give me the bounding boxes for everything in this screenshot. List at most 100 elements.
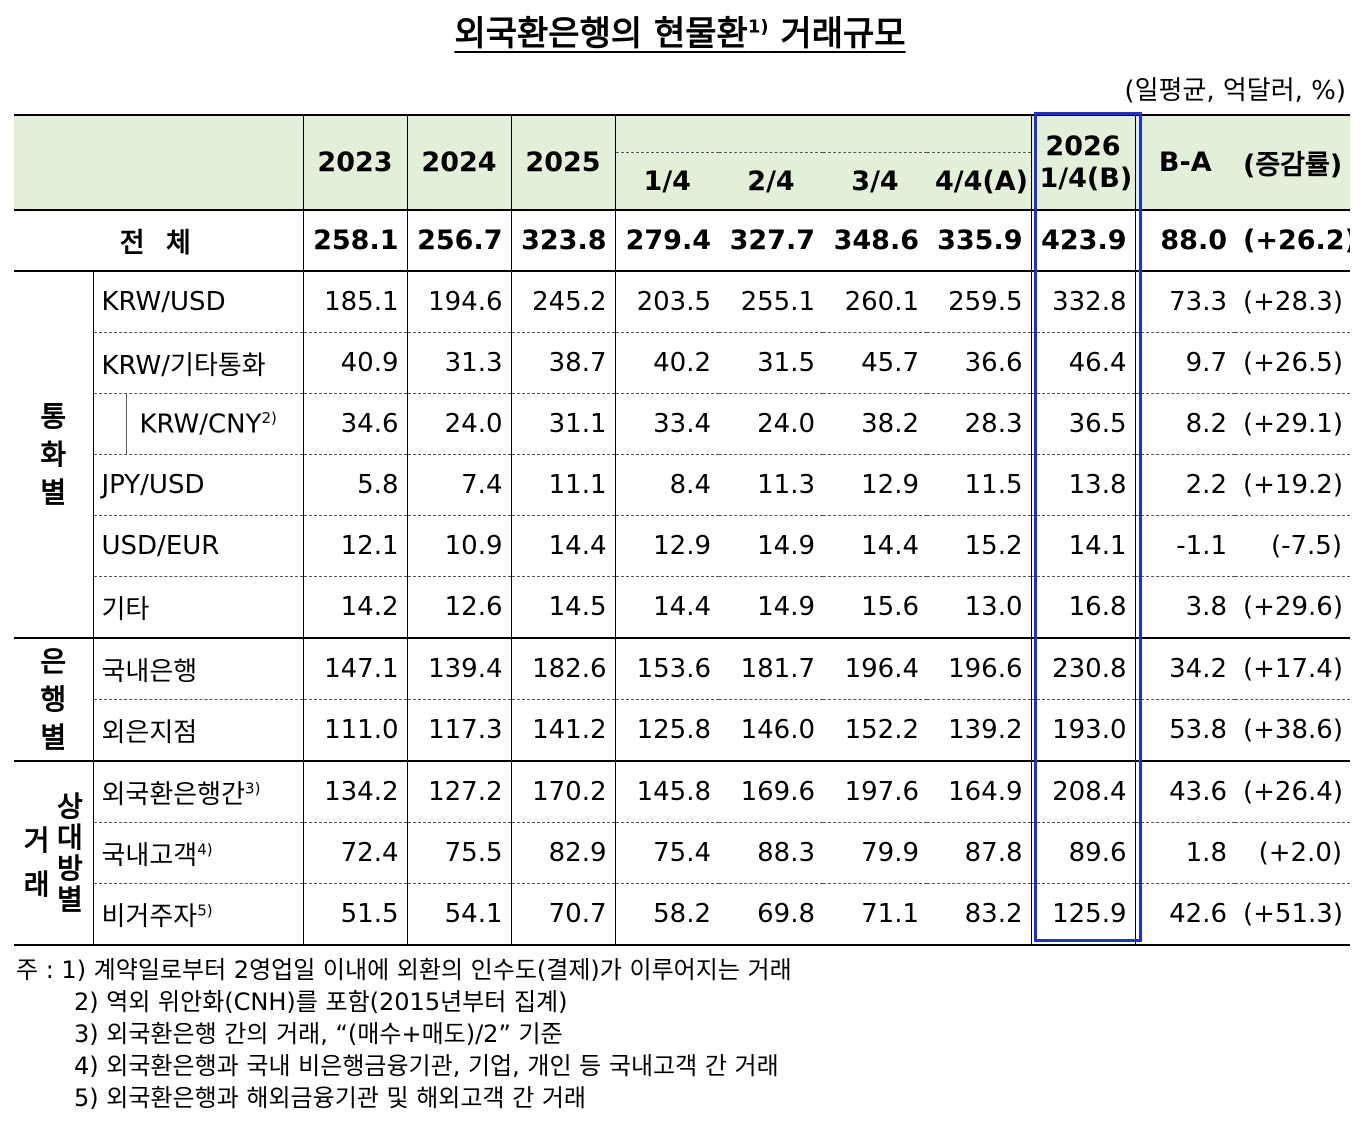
- value-cell: 34.6: [302, 393, 407, 455]
- header-2024: 2024: [406, 115, 511, 210]
- value-cell: 260.1: [823, 270, 927, 333]
- total-value: 258.1: [302, 209, 407, 271]
- table-row: 국내고객4) 72.4 75.5 82.9 75.4 88.3 79.9 87.8 89.6 1.…: [14, 822, 1350, 884]
- footnote-mark: 3): [245, 778, 261, 797]
- value-cell: 82.9: [510, 822, 615, 884]
- table-row: JPY/USD 5.8 7.4 11.1 8.4 11.3 12.9 11.5 13.8 2.2(…: [14, 454, 1350, 516]
- value-cell: 194.6: [406, 270, 511, 333]
- fx-spot-table: 2023 2024 2025 2026 1/4(B) B-A (증감률) 1/4…: [14, 114, 1350, 946]
- total-value: 327.7: [719, 209, 823, 271]
- value-cell: 42.6: [1134, 883, 1235, 946]
- table-row: 거래 상대방별 외국환은행간3) 134.2 127.2 170.2 145.8 169.6 1…: [14, 760, 1350, 946]
- value-cell: 14.4: [510, 515, 615, 577]
- value-cell: 3.8: [1134, 576, 1235, 638]
- value-cell: 28.3: [927, 393, 1031, 455]
- total-value: 256.7: [406, 209, 511, 271]
- value-cell: 11.1: [510, 454, 615, 516]
- header-q2: 2/4: [719, 152, 823, 210]
- value-cell: 87.8: [927, 822, 1031, 884]
- header-2023: 2023: [302, 115, 407, 210]
- table-row: 비거주자5) 51.5 54.1 70.7 58.2 69.8 71.1 83.2 125.9 4…: [14, 883, 1350, 946]
- row-label-text: JPY/USD: [101, 470, 205, 500]
- header-quarter-group: [614, 115, 1031, 153]
- title-text: 외국환은행의 현물환1) 거래규모: [454, 14, 906, 54]
- header-ba: B-A: [1134, 115, 1235, 210]
- value-cell: 203.5: [614, 270, 719, 333]
- group-bank: 은행별: [14, 637, 93, 761]
- table-row: 통화별 KRW/USD 185.1 194.6 245.2 203.5 255.1 260.1…: [14, 270, 1350, 638]
- table-row: 외은지점 111.0 117.3 141.2 125.8 146.0 152.2 139.2 1…: [14, 699, 1350, 761]
- change-rate-cell: (+29.6): [1235, 576, 1350, 638]
- header-2026: 2026 1/4(B): [1030, 115, 1135, 210]
- change-rate-cell: (+38.6): [1235, 699, 1350, 761]
- value-cell: 230.8: [1030, 637, 1135, 700]
- value-cell: 33.4: [614, 393, 719, 455]
- value-cell: 169.6: [719, 760, 823, 823]
- total-value: (+26.2): [1235, 209, 1350, 271]
- value-cell: 40.9: [302, 332, 407, 394]
- value-cell: 83.2: [927, 883, 1031, 946]
- total-label: 전 체: [14, 209, 303, 271]
- row-label-text: 비거주자: [101, 901, 198, 932]
- footnote-2: 2) 역외 위안화(CNH)를 포함(2015년부터 집계): [74, 988, 568, 1016]
- value-cell: 255.1: [719, 270, 823, 333]
- header-2026-quarter: 1/4(B): [1039, 162, 1133, 194]
- value-cell: 14.9: [719, 576, 823, 638]
- value-cell: 12.9: [614, 515, 719, 577]
- footnote-mark: 4): [197, 839, 213, 858]
- value-cell: 16.8: [1030, 576, 1135, 638]
- footnote-4: 4) 외국환은행과 국내 비은행금융기관, 기업, 개인 등 국내고객 간 거래: [74, 1052, 779, 1080]
- row-label-text: 국내고객: [101, 840, 198, 871]
- value-cell: 24.0: [719, 393, 823, 455]
- total-row: 전 체 258.1 256.7 323.8 279.4 327.7 348.6 …: [14, 209, 1350, 271]
- header-blank: [14, 115, 303, 210]
- value-cell: 134.2: [302, 760, 407, 823]
- value-cell: 12.1: [302, 515, 407, 577]
- row-label-text: 외국환은행간: [101, 779, 246, 810]
- value-cell: 43.6: [1134, 760, 1235, 823]
- total-value: 279.4: [614, 209, 719, 271]
- value-cell: 2.2: [1134, 454, 1235, 516]
- value-cell: 8.4: [614, 454, 719, 516]
- row-label: KRW/CNY2): [92, 393, 303, 455]
- value-cell: 139.4: [406, 637, 511, 700]
- value-cell: 245.2: [510, 270, 615, 333]
- value-cell: 75.4: [614, 822, 719, 884]
- header-q3: 3/4: [823, 152, 927, 210]
- value-cell: 53.8: [1134, 699, 1235, 761]
- value-cell: 332.8: [1030, 270, 1135, 333]
- value-cell: 14.4: [823, 515, 927, 577]
- row-label-text: KRW/기타통화: [101, 350, 266, 381]
- value-cell: 259.5: [927, 270, 1031, 333]
- value-cell: 7.4: [406, 454, 511, 516]
- change-rate-cell: (+17.4): [1235, 637, 1350, 700]
- table-row: KRW/기타통화 40.9 31.3 38.7 40.2 31.5 45.7 36.6 46.4…: [14, 332, 1350, 394]
- row-label-text: KRW/USD: [101, 287, 226, 317]
- value-cell: 38.7: [510, 332, 615, 394]
- value-cell: 152.2: [823, 699, 927, 761]
- row-label-text: 국내은행: [101, 656, 198, 687]
- footnote-1: 주 : 1) 계약일로부터 2영업일 이내에 외환의 인수도(결제)가 이루어지…: [16, 956, 792, 984]
- value-cell: 10.9: [406, 515, 511, 577]
- value-cell: 147.1: [302, 637, 407, 700]
- value-cell: 181.7: [719, 637, 823, 700]
- value-cell: 46.4: [1030, 332, 1135, 394]
- value-cell: 11.5: [927, 454, 1031, 516]
- change-rate-cell: (+26.5): [1235, 332, 1350, 394]
- change-rate-cell: (+26.4): [1235, 760, 1350, 823]
- total-value: 348.6: [823, 209, 927, 271]
- value-cell: 13.0: [927, 576, 1031, 638]
- row-label-text: KRW/CNY: [139, 409, 262, 440]
- value-cell: 38.2: [823, 393, 927, 455]
- value-cell: 139.2: [927, 699, 1031, 761]
- change-rate-cell: (+51.3): [1235, 883, 1350, 946]
- change-rate-cell: (+19.2): [1235, 454, 1350, 516]
- value-cell: 15.2: [927, 515, 1031, 577]
- header-change-rate: (증감률): [1235, 115, 1350, 210]
- value-cell: 197.6: [823, 760, 927, 823]
- total-value: 423.9: [1030, 209, 1135, 271]
- value-cell: 31.3: [406, 332, 511, 394]
- row-label: KRW/USD: [92, 270, 303, 333]
- header-2025: 2025: [510, 115, 615, 210]
- value-cell: 153.6: [614, 637, 719, 700]
